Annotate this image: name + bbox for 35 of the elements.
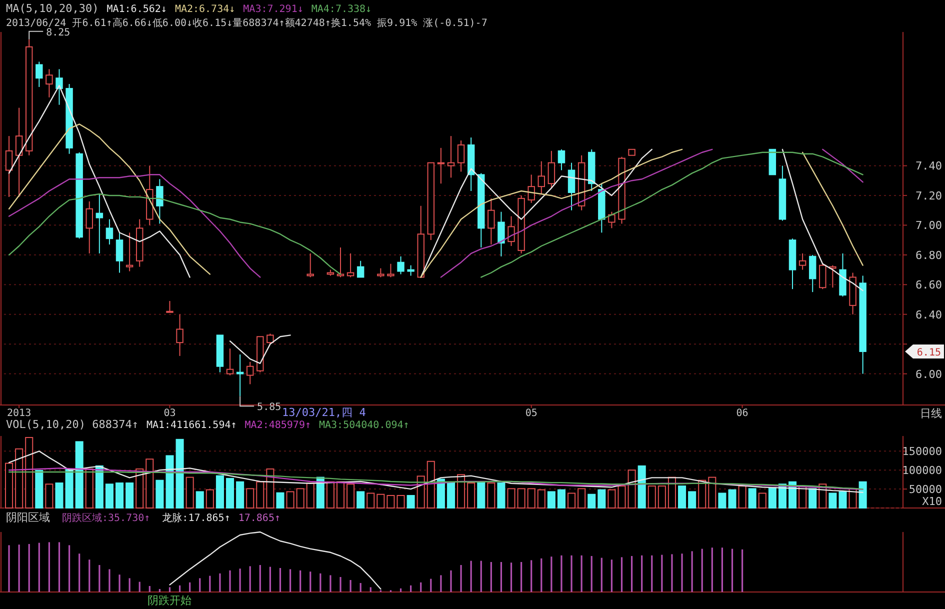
y-tick-label: X10	[922, 495, 942, 508]
y-tick-label: 6.40	[916, 308, 942, 322]
text: 日线	[920, 407, 942, 420]
x-tick-label: 06	[736, 408, 748, 419]
x-tick-label: 05	[525, 408, 538, 419]
x-tick-label: 03	[164, 408, 176, 419]
text: MA3:504040.094↑	[319, 420, 410, 431]
series-label: 龙脉:17.865↑	[162, 512, 230, 524]
text: MA1:6.562↓	[106, 4, 167, 15]
x-tick-label: 2013	[7, 408, 32, 419]
y-tick-label: 6.80	[916, 248, 942, 262]
chart-title: MA(5,10,20,30)	[6, 2, 99, 15]
chart-title: 阴阳区域	[6, 511, 50, 524]
y-tick-label: 100000	[902, 464, 942, 478]
y-tick-label: 150000	[902, 445, 942, 458]
text: 17.865↑	[238, 513, 280, 524]
text: 6.15	[916, 348, 941, 358]
annotation: 8.25	[46, 27, 70, 38]
text: 阴跌开始	[148, 594, 192, 607]
text: MA2:6.734↓	[174, 4, 236, 15]
chart-title: VOL(5,10,20) 688374↑	[6, 418, 138, 431]
y-tick-label: 6.60	[916, 278, 942, 292]
y-tick-label: 50000	[908, 483, 942, 496]
text: MA2:485979↑	[244, 420, 311, 431]
y-tick-label: 7.00	[916, 219, 942, 232]
text: MA3:7.291↓	[243, 4, 304, 15]
text: MA4:7.338↓	[311, 4, 372, 15]
annotation: 5.85	[257, 402, 282, 414]
text: MA1:411661.594↑	[146, 420, 237, 431]
y-tick-label: 6.00	[916, 368, 942, 381]
y-tick-label: 7.20	[916, 189, 942, 202]
series-label: 阴跌区域:35.730↑	[62, 512, 150, 524]
text: 13/03/21,四 4	[282, 406, 366, 419]
y-tick-label: 7.40	[916, 160, 942, 173]
chart-subtitle: 2013/06/24 开6.61↑高6.66↓低6.00↓收6.15↓量688374↑额42748↑换1.54% 振9.91% 涨(-0.51)-7	[6, 17, 488, 29]
